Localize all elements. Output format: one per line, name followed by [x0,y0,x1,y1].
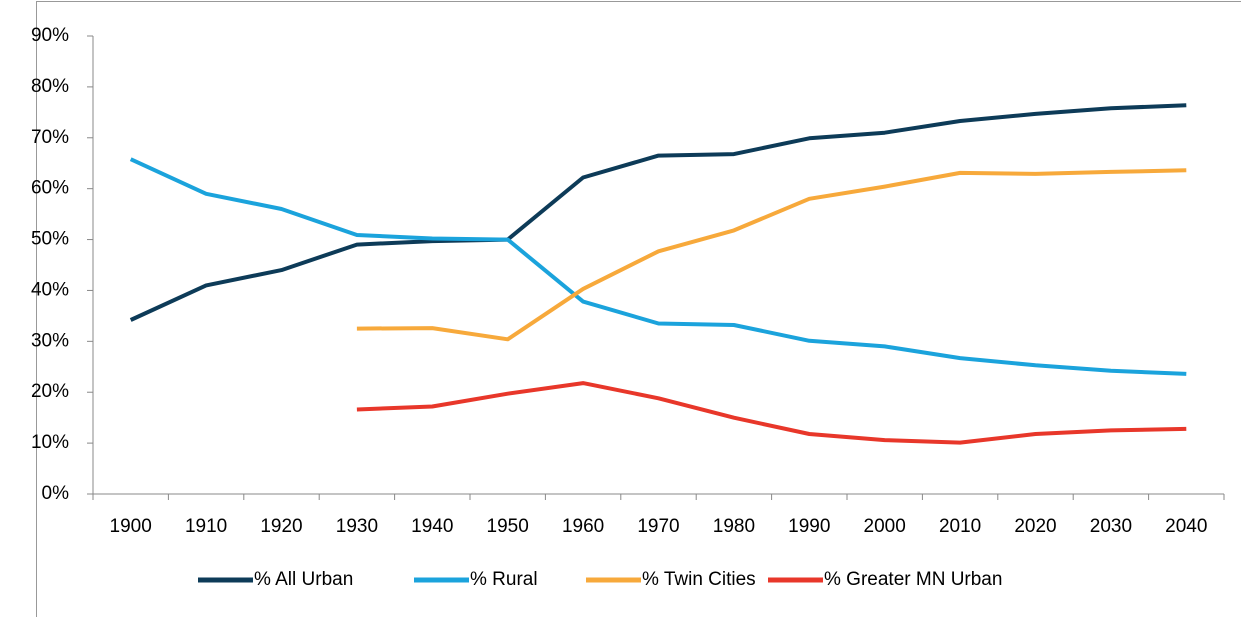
series-line [129,157,1187,376]
legend-label: % All Urban [254,569,353,590]
y-tick-label: 10% [31,432,69,453]
y-tick-label: 20% [31,381,69,402]
y-tick-label: 30% [31,330,69,351]
y-tick-label: 70% [31,127,69,148]
x-tick-label: 1940 [411,516,453,537]
legend-label: % Rural [470,569,538,590]
x-tick-label: 2040 [1165,516,1207,537]
x-tick-label: 1970 [637,516,679,537]
legend-label: % Greater MN Urban [824,569,1002,590]
x-tick-label: 1910 [185,516,227,537]
x-tick-label: 1930 [336,516,378,537]
x-tick-label: 1950 [487,516,529,537]
chart-frame [36,1,1241,617]
x-tick-label: 1960 [562,516,604,537]
x-tick-label: 2020 [1014,516,1056,537]
y-tick-label: 50% [31,229,69,250]
series-line [356,381,1187,445]
series-line [129,103,1187,322]
y-tick-label: 60% [31,178,69,199]
legend-label: % Twin Cities [642,569,756,590]
x-tick-label: 2010 [939,516,981,537]
y-tick-label: 40% [31,279,69,300]
x-tick-label: 2000 [864,516,906,537]
y-tick-label: 90% [31,25,69,46]
x-tick-label: 1920 [260,516,302,537]
x-tick-label: 2030 [1090,516,1132,537]
x-tick-label: 1980 [713,516,755,537]
series-line [356,168,1187,342]
y-tick-label: 80% [31,76,69,97]
x-tick-label: 1990 [788,516,830,537]
y-tick-label: 0% [42,483,70,504]
x-tick-label: 1900 [110,516,152,537]
